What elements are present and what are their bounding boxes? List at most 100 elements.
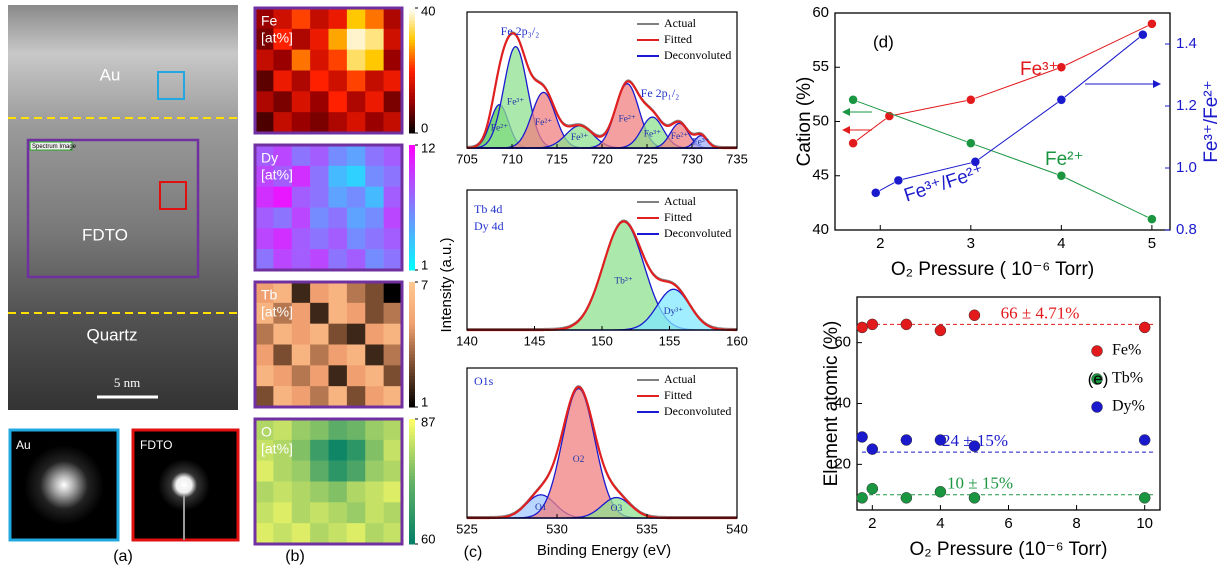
colorbar-step [409, 519, 415, 523]
heat-cell [346, 249, 366, 271]
colorbar-step [409, 89, 415, 93]
y2-tick-label: 0.8 [1176, 221, 1197, 238]
heat-cell [291, 207, 311, 229]
tem-background [8, 5, 238, 410]
heat-cell [365, 439, 384, 461]
spectrum-label: Spectrum Image [32, 144, 77, 150]
heat-cell [383, 386, 403, 408]
x-tick-label: 8 [1072, 515, 1080, 532]
heat-cell [291, 282, 311, 304]
heat-cell [365, 386, 384, 408]
heat-cell [346, 8, 366, 30]
heat-cell [383, 8, 403, 30]
colorbar-step [409, 148, 415, 152]
heat-cell [310, 365, 329, 387]
heat-cell [273, 249, 293, 271]
legend-label: Dy% [1112, 398, 1145, 415]
heat-cell [255, 8, 274, 30]
heat-cell [365, 481, 384, 503]
heat-cell [291, 523, 311, 545]
heat-cell [255, 523, 274, 545]
colorbar-step [409, 157, 415, 162]
au-rings [24, 445, 104, 525]
colorbar-step [409, 437, 415, 442]
panel-caption: (e) [1088, 369, 1109, 388]
heat-cell [291, 145, 311, 167]
y-tick-label: 60 [812, 4, 829, 21]
heat-cell [365, 249, 384, 271]
data-point [866, 318, 879, 331]
heat-cell [255, 28, 274, 50]
heat-cell [291, 439, 311, 461]
heat-cell [310, 302, 329, 324]
colorbar-step [409, 500, 415, 504]
data-point [900, 434, 913, 446]
colorbar-step [409, 170, 415, 174]
colorbar-step [409, 425, 415, 429]
colorbar-step [409, 506, 415, 511]
heat-cell [346, 323, 366, 345]
heat-cell [383, 502, 403, 524]
colorbar-step [409, 456, 415, 461]
heat-cell [328, 386, 348, 408]
colorbar-step [409, 226, 415, 230]
peak-label: Dy³⁺ [664, 307, 683, 317]
tem-image [8, 5, 240, 542]
heat-cell [346, 386, 366, 408]
colorbar-step [409, 33, 415, 37]
heat-cell [346, 91, 366, 113]
element-label: Tb [261, 287, 278, 303]
heat-cell [291, 228, 311, 250]
data-point [934, 485, 947, 498]
colorbar-step [409, 497, 415, 501]
colorbar-step [409, 328, 415, 333]
heat-cell [383, 207, 403, 229]
colorbar-step [409, 509, 415, 514]
legend-label: Fe% [1112, 342, 1141, 359]
colorbar-step [409, 191, 415, 196]
colorbar-step [409, 67, 415, 71]
heat-cell [365, 419, 384, 441]
colorbar-step [409, 385, 415, 389]
colorbar-step [409, 300, 415, 305]
heat-cell [383, 460, 403, 482]
x-tick-label: 2 [868, 515, 876, 532]
element-label: O [261, 424, 272, 440]
x-tick-label: 155 [659, 333, 681, 348]
colorbar-label: 12 [421, 140, 435, 155]
heat-cell [291, 481, 311, 503]
heat-cell [365, 70, 384, 92]
heat-cell [365, 186, 384, 208]
heat-cell [255, 419, 274, 441]
colorbar-step [409, 185, 415, 190]
peak-label: Fe²⁺ [535, 118, 552, 128]
heat-cell [328, 228, 348, 250]
heat-cell [255, 207, 274, 229]
colorbar-step [409, 363, 415, 367]
scale-label: 5 nm [114, 375, 140, 390]
colorbar-step [409, 341, 415, 345]
heat-cell [328, 502, 348, 524]
map-frame [253, 143, 404, 272]
colorbar-step [409, 440, 415, 445]
x-tick-label: 6 [1004, 515, 1012, 532]
colorbar-step [409, 45, 415, 50]
heat-cell [310, 282, 329, 304]
heat-cell [255, 282, 274, 304]
colorbar-step [409, 210, 415, 215]
heat-cell [273, 460, 293, 482]
heat-cell [328, 186, 348, 208]
heat-cell [383, 145, 403, 167]
heat-cell [291, 302, 311, 324]
heat-cell [328, 8, 348, 30]
y-tick-label: 45 [812, 167, 829, 184]
colorbar-step [409, 17, 415, 21]
heat-cell [328, 49, 348, 71]
colorbar-step [409, 73, 415, 78]
heat-cell [365, 49, 384, 71]
colorbar-step [409, 95, 415, 100]
peak-label: O2 [573, 455, 585, 465]
colorbar-step [409, 61, 415, 65]
colorbar-step [409, 260, 415, 265]
heat-cell [383, 439, 403, 461]
